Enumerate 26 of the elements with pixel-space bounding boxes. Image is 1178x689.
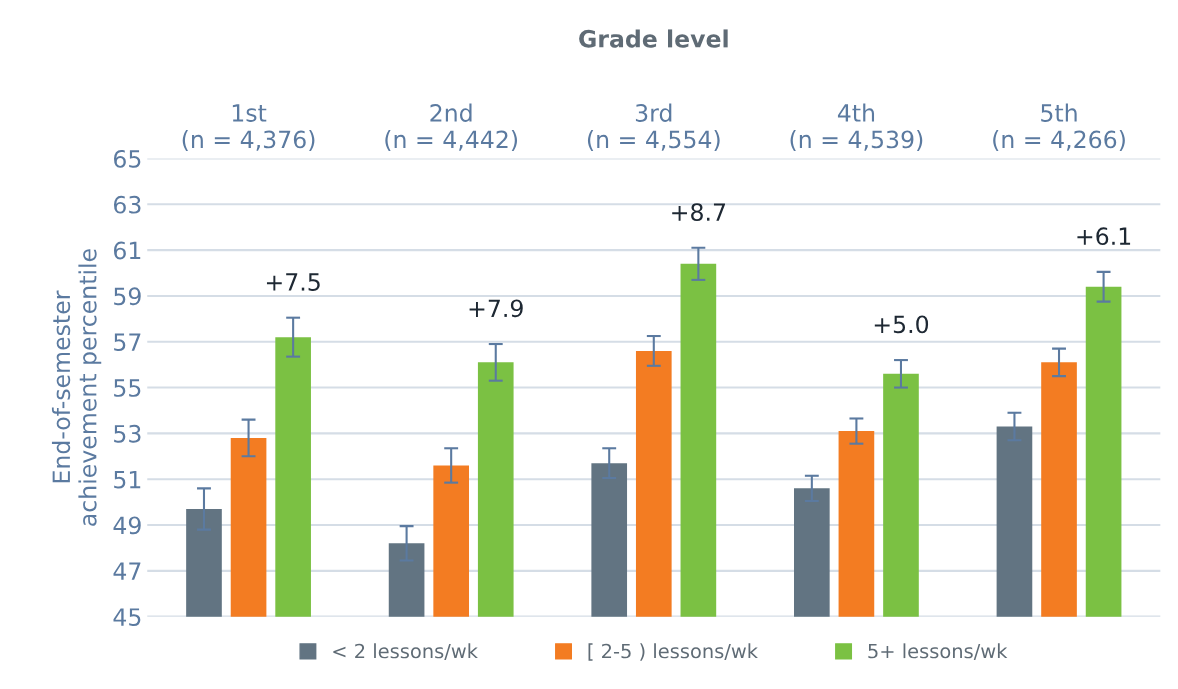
y-tick-label: 51 [114, 470, 141, 489]
x-tick-label: 1st (n = 4,376) [182, 104, 315, 152]
annotation: +8.7 [672, 203, 726, 222]
y-tick-label: 65 [113, 149, 141, 168]
legend-label: < 2 lessons/wk [333, 643, 478, 660]
y-axis-title: End-of-semester achievement percentile [51, 249, 102, 526]
y-tick-label: 63 [113, 195, 141, 214]
annotation: +7.9 [469, 299, 523, 318]
legend-label: [ 2-5 ) lessons/wk [588, 643, 758, 661]
y-tick-label: 59 [114, 287, 141, 306]
chart-title: Grade level [579, 29, 728, 48]
x-tick-label: 4th (n = 4,539) [790, 103, 923, 152]
x-tick-label: 5th (n = 4,266) [993, 103, 1125, 152]
y-tick-label: 61 [113, 241, 141, 260]
x-tick-label: 2nd (n = 4,442) [385, 103, 518, 152]
y-tick-label: 49 [113, 516, 141, 535]
y-tick-label: 47 [113, 562, 141, 580]
annotation: +6.1 [1077, 227, 1131, 246]
y-tick-label: 55 [114, 379, 141, 397]
y-tick-label: 53 [114, 424, 141, 443]
y-tick-label: 45 [113, 608, 141, 626]
annotation: +7.5 [266, 273, 320, 291]
legend-label: 5+ lessons/wk [868, 643, 1008, 660]
annotation: +5.0 [874, 315, 929, 334]
y-tick-label: 57 [114, 333, 141, 352]
x-tick-label: 3rd (n = 4,554) [587, 103, 720, 152]
